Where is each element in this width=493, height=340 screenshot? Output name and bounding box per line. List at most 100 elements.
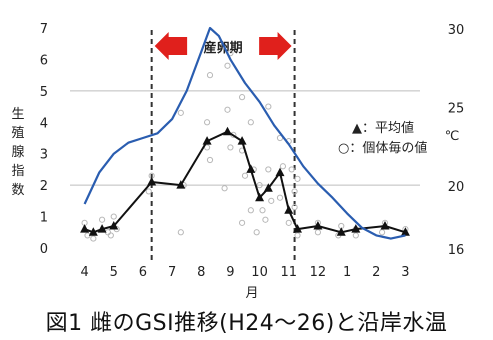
individual-point	[259, 207, 266, 214]
gsi-mean-line	[84, 130, 406, 234]
legend-mean-entry: ▲：平均値	[352, 120, 414, 136]
individual-point	[247, 207, 254, 214]
x-tick-label: 9	[226, 265, 234, 280]
mean-marker	[97, 224, 107, 233]
individual-point	[288, 166, 295, 173]
x-tick-label: 12	[310, 265, 327, 280]
x-tick-label: 4	[80, 265, 88, 280]
individual-point	[110, 213, 117, 220]
individual-point	[291, 204, 298, 211]
mean-marker	[237, 136, 247, 145]
individual-point	[265, 166, 272, 173]
individual-point	[265, 103, 272, 110]
y-left-tick-label: 3	[40, 148, 48, 163]
individual-point	[238, 219, 246, 226]
y-left-tick-label: 1	[40, 211, 48, 226]
individual-point	[90, 235, 97, 242]
individual-point	[279, 163, 287, 170]
x-axis-title: 月	[245, 286, 258, 301]
water-temperature-line	[83, 26, 406, 240]
individual-point	[224, 62, 231, 69]
legend-individual-entry: ○：個体毎の値	[338, 140, 427, 156]
x-tick-label: 7	[168, 265, 176, 280]
y-left-axis-title-char: 殖	[11, 125, 24, 141]
series-lines	[80, 26, 410, 240]
y-left-axis-title-char: 生	[11, 107, 24, 122]
y-left-axis-title-char: 数	[11, 183, 24, 198]
individual-point	[253, 229, 260, 236]
mean-marker	[336, 227, 346, 236]
mean-marker	[255, 192, 265, 202]
individual-point	[378, 229, 386, 236]
individual-point	[98, 216, 106, 223]
mean-marker	[293, 224, 302, 233]
individual-point	[221, 185, 228, 192]
mean-marker	[380, 221, 390, 230]
individual-point	[276, 194, 284, 201]
mean-marker	[313, 221, 323, 230]
individual-point	[285, 219, 292, 226]
y-right-axis-title: ℃	[445, 129, 460, 144]
mean-marker	[351, 224, 361, 233]
y-right-tick-label: 25	[448, 102, 465, 117]
individual-point	[177, 109, 184, 116]
individual-point	[314, 229, 322, 236]
mean-marker	[223, 126, 232, 136]
x-tick-label: 1	[343, 265, 351, 280]
y-left-tick-label: 5	[40, 85, 48, 100]
x-tick-label: 2	[372, 265, 380, 280]
x-tick-label: 6	[139, 265, 147, 280]
mean-marker	[400, 227, 410, 236]
individual-point	[224, 106, 231, 113]
y-left-axis-title-char: 腺	[11, 145, 24, 160]
mean-marker	[263, 183, 273, 192]
mean-marker	[147, 177, 157, 186]
x-tick-label: 3	[401, 265, 409, 280]
y-left-tick-label: 4	[40, 116, 48, 131]
individual-point	[294, 232, 301, 239]
y-left-axis-title-char: 指	[11, 164, 24, 179]
mean-marker	[202, 136, 212, 145]
y-right-tick-label: 16	[448, 243, 465, 258]
mean-marker	[275, 167, 285, 177]
individual-point	[294, 175, 301, 182]
individual-point	[247, 119, 254, 126]
individual-point	[107, 232, 114, 239]
individual-point	[238, 94, 246, 101]
x-tick-label: 10	[251, 265, 268, 280]
mean-marker	[80, 224, 90, 233]
mean-marker	[109, 221, 119, 230]
individual-point	[241, 172, 249, 179]
mean-marker	[246, 164, 256, 173]
y-left-tick-label: 0	[40, 242, 48, 257]
individual-point	[262, 216, 269, 223]
mean-marker	[88, 227, 98, 236]
legend: ▲：平均値 ○：個体毎の値	[338, 120, 427, 156]
individual-point	[268, 197, 275, 204]
individual-point	[203, 144, 211, 151]
individual-point	[352, 232, 359, 239]
individual-point	[291, 188, 298, 195]
individual-point	[145, 188, 152, 195]
y-left-tick-label: 6	[40, 53, 48, 68]
individual-point	[206, 156, 214, 164]
y-left-tick-label: 7	[40, 22, 48, 37]
figure-caption: 図1 雌のGSI推移(H24〜26)と沿岸水温	[45, 311, 448, 336]
y-left-tick-label: 2	[40, 179, 48, 194]
x-tick-label: 11	[280, 265, 297, 280]
mean-marker	[284, 205, 294, 214]
individual-point	[206, 72, 214, 79]
individual-point	[227, 144, 234, 151]
gridlines	[70, 90, 420, 186]
individual-point	[256, 182, 263, 189]
spawning-period-band: 産卵期	[150, 30, 296, 260]
mean-marker	[176, 180, 186, 189]
individual-point	[203, 119, 211, 126]
x-tick-label: 5	[110, 265, 118, 280]
y-right-tick-label: 20	[448, 180, 465, 195]
x-tick-label: 8	[197, 265, 205, 280]
individual-point	[177, 229, 184, 236]
y-right-tick-label: 30	[448, 23, 465, 38]
